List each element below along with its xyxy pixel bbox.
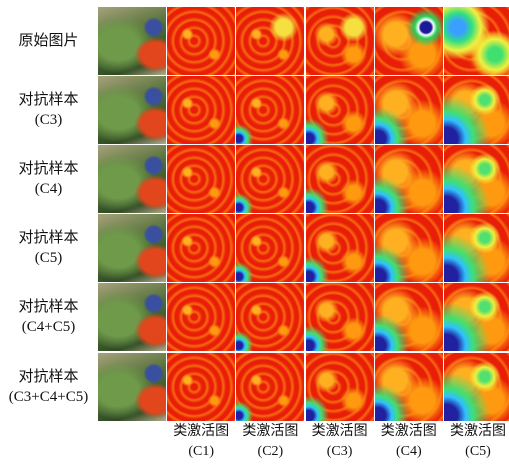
activation-map [167,214,235,282]
column-label-line: 类激活图 [235,422,305,442]
row-label-line: (C4) [0,179,97,199]
activation-map [444,214,509,282]
activation-map [444,76,509,144]
row-label: 对抗样本(C5) [0,228,97,268]
input-image [98,76,166,144]
activation-map [236,7,304,75]
row-label: 对抗样本(C3+C4+C5) [0,367,97,407]
activation-map [306,76,374,144]
activation-map [306,283,374,351]
activation-map [236,353,304,421]
activation-map [236,283,304,351]
row-label-line: 对抗样本 [0,159,97,179]
input-image [98,145,166,213]
row-label-line: (C3+C4+C5) [0,387,97,407]
activation-map [444,7,509,75]
activation-map [375,76,443,144]
figure: 原始图片对抗样本(C3)对抗样本(C4)对抗样本(C5)对抗样本(C4+C5)对… [0,0,509,464]
column-label-line: (C4) [374,442,444,462]
column-label-line: (C2) [235,442,305,462]
activation-map [167,283,235,351]
column-label: 类激活图(C4) [374,422,444,462]
column-label: 类激活图(C1) [166,422,236,462]
activation-map [375,145,443,213]
column-label: 类激活图(C5) [443,422,509,462]
row-label-line: (C4+C5) [0,317,97,337]
activation-map [236,214,304,282]
row-label-line: 对抗样本 [0,90,97,110]
row-label: 对抗样本(C4) [0,159,97,199]
column-label-line: (C5) [443,442,509,462]
row-label-line: 对抗样本 [0,228,97,248]
column-label: 类激活图(C3) [305,422,375,462]
row-label-line: 对抗样本 [0,367,97,387]
row-label-line: 对抗样本 [0,297,97,317]
row-label-line: (C3) [0,110,97,130]
row-label: 对抗样本(C4+C5) [0,297,97,337]
activation-map [167,353,235,421]
input-image [98,7,166,75]
activation-map [306,7,374,75]
activation-map [375,283,443,351]
input-image [98,353,166,421]
column-label-line: 类激活图 [443,422,509,442]
column-label-line: 类激活图 [374,422,444,442]
column-label-line: (C1) [166,442,236,462]
row-label: 对抗样本(C3) [0,90,97,130]
activation-map [375,353,443,421]
input-image [98,214,166,282]
column-label-line: (C3) [305,442,375,462]
column-label-line: 类激活图 [166,422,236,442]
activation-map [306,214,374,282]
column-label-line: 类激活图 [305,422,375,442]
activation-map [375,7,443,75]
activation-map [167,145,235,213]
input-image [98,283,166,351]
row-label-line: 原始图片 [0,31,97,51]
column-label: 类激活图(C2) [235,422,305,462]
activation-map [167,76,235,144]
activation-map [444,283,509,351]
activation-map [444,145,509,213]
activation-map [236,145,304,213]
activation-map [236,76,304,144]
activation-map [375,214,443,282]
activation-map [306,353,374,421]
activation-map [444,353,509,421]
row-label-line: (C5) [0,248,97,268]
row-label: 原始图片 [0,31,97,51]
activation-map [306,145,374,213]
activation-map [167,7,235,75]
